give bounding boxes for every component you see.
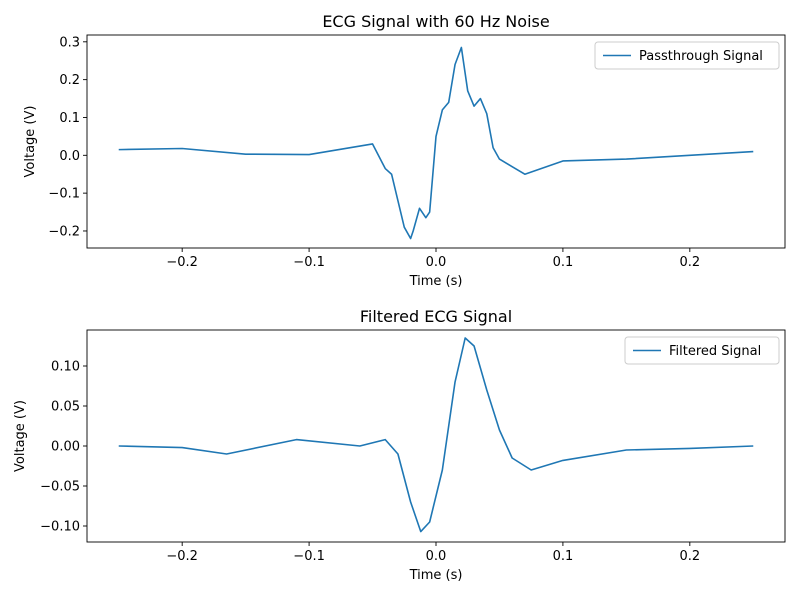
- y-tick-label: 0.2: [59, 73, 80, 88]
- y-tick-label: −0.2: [48, 224, 80, 239]
- x-tick-label: 0.0: [426, 549, 447, 564]
- y-tick-label: 0.1: [59, 111, 80, 126]
- legend-label: Passthrough Signal: [639, 49, 763, 64]
- chart-title: ECG Signal with 60 Hz Noise: [322, 12, 549, 31]
- y-tick-label: 0.05: [51, 400, 80, 415]
- chart-panel-2: Filtered ECG Signal −0.2 −0.1 0.0 0.1 0.2 −0.1…: [13, 307, 786, 583]
- y-tick-label: −0.1: [48, 187, 80, 202]
- x-axis-label: Time (s): [409, 274, 463, 289]
- x-tick-label: 0.1: [553, 255, 574, 270]
- x-tick-label: 0.0: [426, 255, 447, 270]
- y-tick-label: 0.10: [51, 360, 80, 375]
- x-tick-label: −0.1: [293, 255, 325, 270]
- x-tick-label: −0.1: [293, 549, 325, 564]
- x-tick-label: 0.1: [553, 549, 574, 564]
- y-tick-label: −0.10: [40, 520, 80, 535]
- x-tick-label: 0.2: [679, 549, 700, 564]
- chart-panel-1: ECG Signal with 60 Hz Noise −0.2 −0.1 0.0 0.…: [23, 12, 786, 289]
- y-axis-label: Voltage (V): [13, 400, 28, 472]
- y-tick-label: 0.0: [59, 149, 80, 164]
- legend: Passthrough Signal: [594, 41, 780, 70]
- y-axis-label: Voltage (V): [23, 106, 38, 178]
- y-tick-label: 0.00: [51, 440, 80, 455]
- series-line-1: [118, 337, 754, 533]
- legend-label: Filtered Signal: [669, 344, 761, 359]
- chart-title: Filtered ECG Signal: [360, 307, 512, 326]
- x-tick-label: −0.2: [166, 549, 198, 564]
- y-tick-label: 0.3: [59, 35, 80, 50]
- y-tick-label: −0.05: [40, 480, 80, 495]
- legend: Filtered Signal: [624, 336, 780, 365]
- x-tick-label: 0.2: [679, 255, 700, 270]
- legend-box: [594, 41, 780, 70]
- legend-box: [624, 336, 780, 365]
- x-tick-label: −0.2: [166, 255, 198, 270]
- series-line-1: [118, 46, 754, 240]
- x-axis-label: Time (s): [409, 568, 463, 583]
